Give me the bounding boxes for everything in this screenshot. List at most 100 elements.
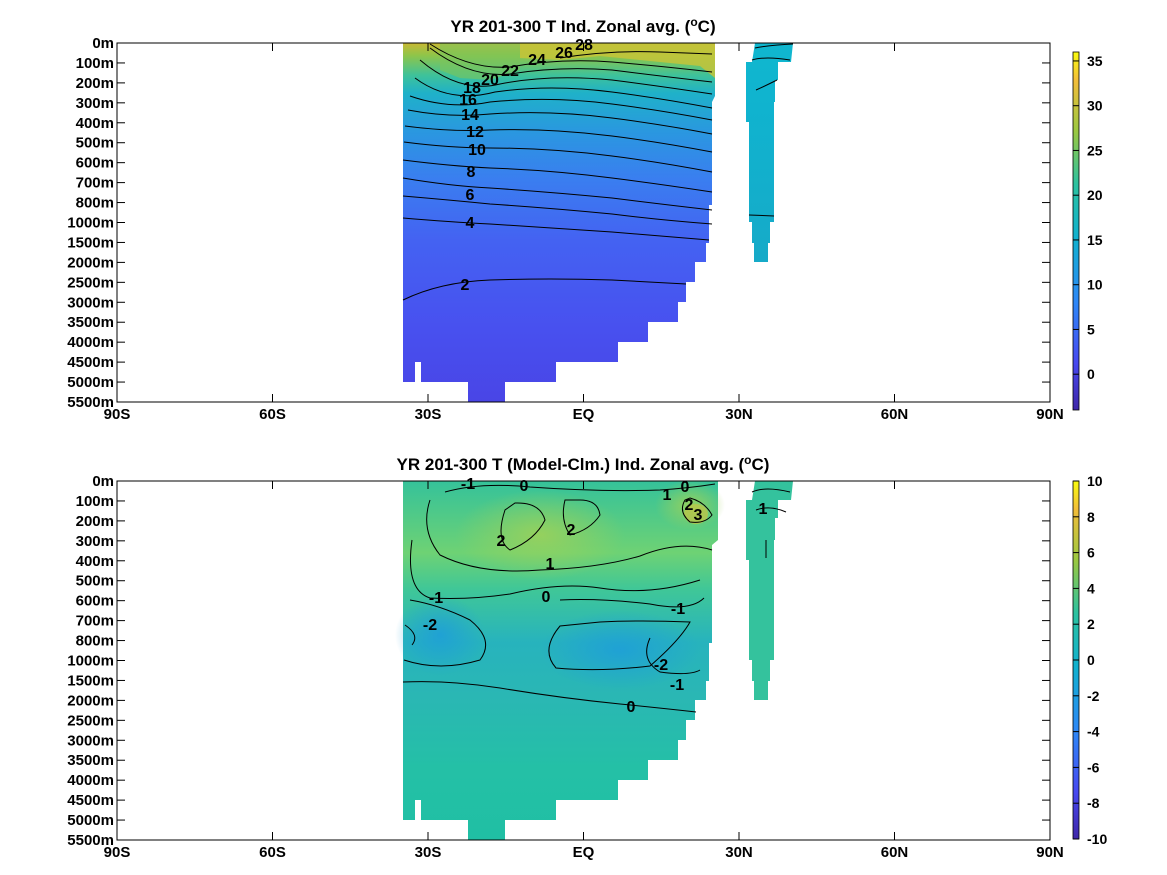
contour-label: -1	[461, 476, 475, 493]
contour-label: 14	[461, 107, 479, 124]
y-tick-label: 2000m	[67, 254, 114, 271]
colorbar-tick-label: 2	[1087, 616, 1095, 632]
contour-label: 24	[528, 52, 546, 69]
ocean-field-south	[403, 43, 715, 402]
y-tick-label: 1500m	[67, 234, 114, 251]
contour-label: 16	[459, 92, 477, 109]
y-tick-label: 1000m	[67, 215, 114, 232]
chart-title: YR 201-300 T (Model-Clm.) Ind. Zonal avg…	[397, 453, 770, 474]
contour-label: 0	[627, 699, 636, 716]
contour-label: -1	[671, 601, 685, 618]
y-tick-label: 2500m	[67, 712, 114, 729]
heatmap-field	[395, 481, 793, 840]
y-tick-label: 2500m	[67, 274, 114, 291]
contour-label: -2	[654, 657, 668, 674]
contour-label: 0	[681, 479, 690, 496]
contour-label: 1	[546, 556, 555, 573]
y-tick-label: 400m	[76, 553, 114, 570]
colorbar-tick-label: -4	[1087, 724, 1100, 740]
ocean-field-north	[746, 43, 793, 262]
contour-label: 2	[461, 277, 470, 294]
x-tick-label: 30S	[415, 406, 442, 423]
y-tick-label: 0m	[92, 473, 114, 490]
y-tick-label: 300m	[76, 533, 114, 550]
contour-label: -1	[670, 677, 684, 694]
colorbar-tick-label: 10	[1087, 277, 1103, 293]
y-tick-label: 4000m	[67, 334, 114, 351]
y-tick-label: 4000m	[67, 772, 114, 789]
y-tick-label: 5000m	[67, 812, 114, 829]
contour-label: -2	[423, 617, 437, 634]
colorbar-tick-label: -6	[1087, 759, 1100, 775]
warm-core	[684, 504, 708, 524]
x-tick-label: 30N	[725, 406, 753, 423]
y-tick-label: 1000m	[67, 653, 114, 670]
x-tick-label: 90N	[1036, 844, 1064, 861]
colorbar-tick-label: 0	[1087, 652, 1095, 668]
x-tick-label: 60N	[881, 844, 909, 861]
x-tick-label: 30S	[415, 844, 442, 861]
y-tick-label: 700m	[76, 175, 114, 192]
contour-label: 2	[497, 533, 506, 550]
warm-anomaly	[455, 490, 625, 580]
contour-label: 4	[466, 215, 475, 232]
y-tick-label: 400m	[76, 115, 114, 132]
contour-label: 8	[467, 164, 476, 181]
y-tick-label: 600m	[76, 593, 114, 610]
warm-surface-band-2	[440, 43, 520, 80]
colorbar-tick-label: 35	[1087, 53, 1103, 69]
contour-lines	[402, 43, 794, 301]
y-tick-label: 4500m	[67, 792, 114, 809]
colorbar-tick-label: 25	[1087, 142, 1103, 158]
x-tick-label: 90N	[1036, 406, 1064, 423]
chart-title: YR 201-300 T Ind. Zonal avg. (oC)	[450, 15, 715, 36]
panel-temperature: YR 201-300 T Ind. Zonal avg. (oC)	[67, 15, 1103, 423]
y-tick-label: 3000m	[67, 732, 114, 749]
colorbar-tick-label: -8	[1087, 795, 1100, 811]
contour-label: 1	[759, 501, 768, 518]
contour-label: 0	[542, 589, 551, 606]
colorbar-tick-label: 6	[1087, 545, 1095, 561]
y-tick-label: 700m	[76, 613, 114, 630]
x-axis: 90S 60S 30S EQ 30N 60N 90N	[104, 481, 1064, 861]
cool-anomaly	[395, 595, 485, 675]
colorbar-axis: 35 30 25 20 15 10 5 0	[1073, 53, 1103, 382]
x-tick-label: 60S	[259, 406, 286, 423]
x-tick-label: EQ	[573, 844, 595, 861]
y-axis: 0m 100m 200m 300m 400m 500m 600m 700m 800m 1000m 1…	[67, 473, 1050, 849]
y-tick-label: 800m	[76, 195, 114, 212]
panel-temperature-bias: YR 201-300 T (Model-Clm.) Ind. Zonal avg…	[67, 453, 1107, 861]
colorbar-tick-label: 0	[1087, 366, 1095, 382]
contour-label: 26	[555, 45, 573, 62]
y-tick-label: 0m	[92, 35, 114, 52]
x-tick-label: 90S	[104, 844, 131, 861]
contour-label: 28	[575, 37, 593, 54]
y-tick-label: 3500m	[67, 314, 114, 331]
contour-label: 1	[663, 487, 672, 504]
contour-label: 20	[481, 72, 499, 89]
contour-label: 0	[520, 478, 529, 495]
contour-label: 2	[567, 522, 576, 539]
y-tick-label: 4500m	[67, 354, 114, 371]
contour-label: 3	[694, 507, 703, 524]
y-axis: 0m 100m 200m 300m 400m 500m 600m 700m 800m 1000m 1…	[67, 35, 1050, 411]
y-tick-label: 100m	[76, 55, 114, 72]
y-tick-label: 3000m	[67, 294, 114, 311]
y-tick-label: 200m	[76, 513, 114, 530]
colorbar-tick-label: 30	[1087, 98, 1103, 114]
colorbar-tick-label: 8	[1087, 509, 1095, 525]
colorbar-axis: 10 8 6 4 2 0 -2 -4 -6 -8 -10	[1073, 473, 1107, 847]
colorbar-tick-label: 20	[1087, 187, 1103, 203]
contour-label: 2	[685, 497, 694, 514]
cool-anomaly	[540, 610, 700, 690]
colorbar-tick-label: 5	[1087, 321, 1095, 337]
colorbar-tick-label: 4	[1087, 580, 1095, 596]
y-tick-label: 100m	[76, 493, 114, 510]
contour-lines	[402, 483, 791, 713]
x-tick-label: EQ	[573, 406, 595, 423]
contour-labels: -1 0 1 0 2 2 3 2 1 1 0 -1 -2 -1 -2 -1 0	[423, 476, 768, 716]
x-tick-label: 60N	[881, 406, 909, 423]
contour-labels: 28 26 24 22 20 18 16 14 12 10 8 6 4 2	[459, 37, 593, 294]
y-tick-label: 5500m	[67, 394, 114, 411]
